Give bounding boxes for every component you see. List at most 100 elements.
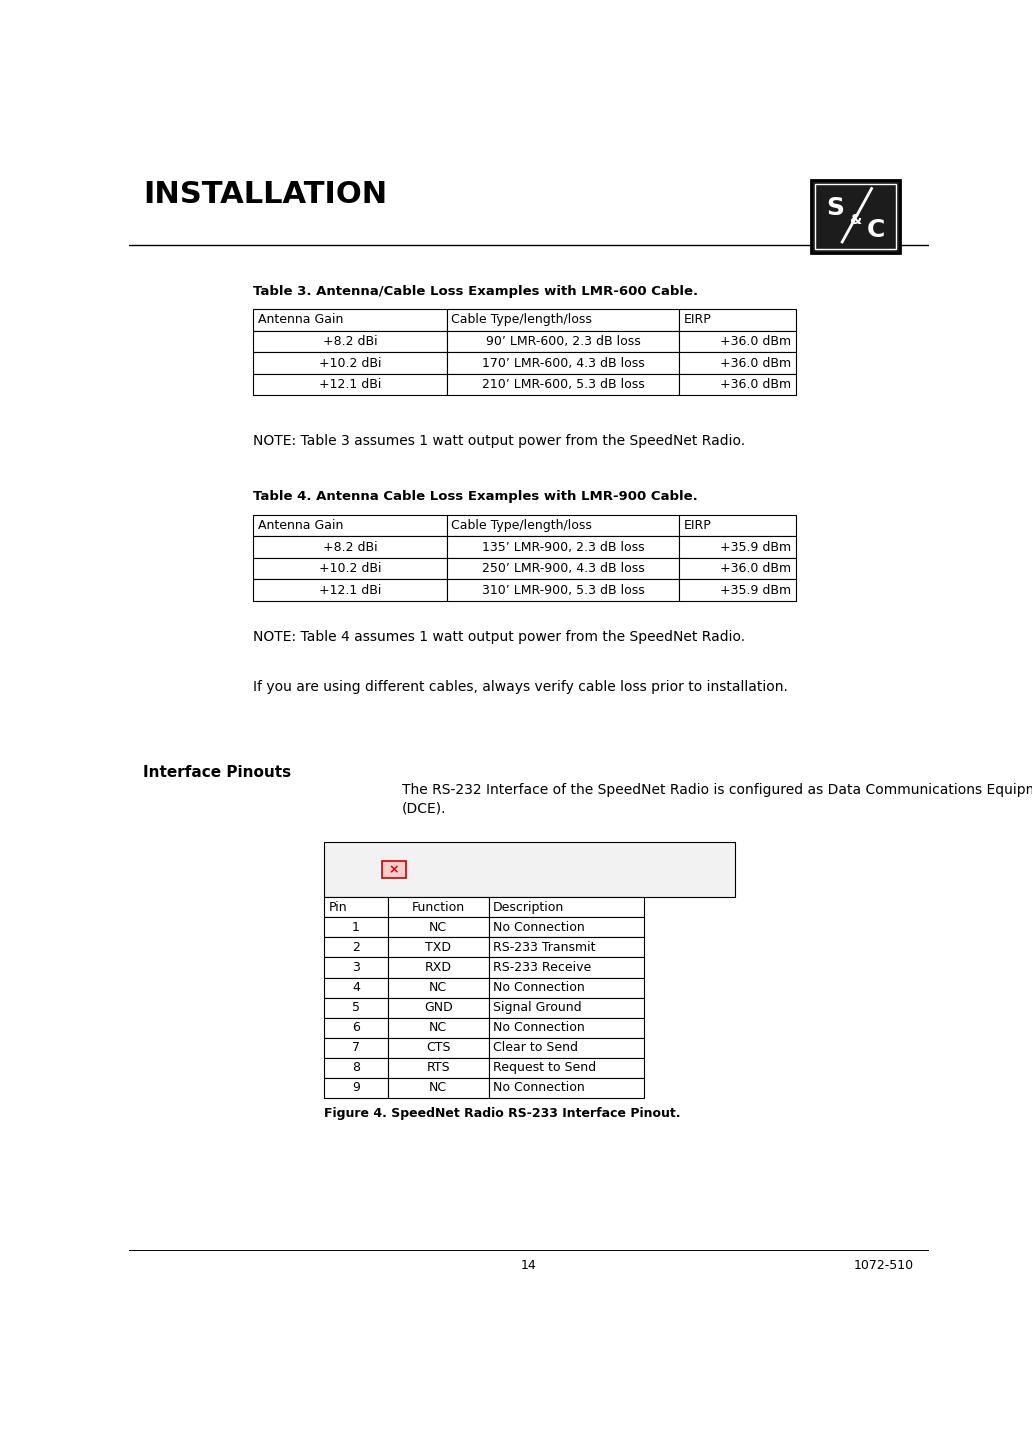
Text: Table 4. Antenna Cable Loss Examples with LMR-900 Cable.: Table 4. Antenna Cable Loss Examples wit… <box>253 490 698 503</box>
Text: 5: 5 <box>352 1001 360 1014</box>
Bar <box>447 353 679 374</box>
Text: 4: 4 <box>352 981 360 994</box>
Text: &: & <box>849 214 862 227</box>
Bar <box>388 998 488 1018</box>
Text: TXD: TXD <box>425 941 451 954</box>
Text: +36.0 dBm: +36.0 dBm <box>719 379 791 391</box>
Text: +10.2 dBi: +10.2 dBi <box>319 357 381 370</box>
Bar <box>388 1038 488 1058</box>
Bar <box>324 1077 388 1097</box>
Text: 3: 3 <box>352 961 360 974</box>
Bar <box>253 536 447 558</box>
Bar <box>679 310 796 331</box>
Text: CTS: CTS <box>426 1041 451 1054</box>
Text: EIRP: EIRP <box>684 314 712 327</box>
Text: No Connection: No Connection <box>493 981 585 994</box>
Bar <box>447 536 679 558</box>
Bar <box>679 374 796 396</box>
Bar <box>324 938 388 958</box>
Text: 7: 7 <box>352 1041 360 1054</box>
Bar <box>253 558 447 579</box>
Text: NC: NC <box>429 1021 447 1034</box>
Bar <box>679 558 796 579</box>
Text: C: C <box>867 218 885 241</box>
Text: The RS-232 Interface of the SpeedNet Radio is configured as Data Communications : The RS-232 Interface of the SpeedNet Rad… <box>401 783 1032 815</box>
Bar <box>488 1018 644 1038</box>
Bar <box>253 310 447 331</box>
Text: Antenna Gain: Antenna Gain <box>258 519 343 532</box>
Text: +36.0 dBm: +36.0 dBm <box>719 357 791 370</box>
Text: RS-233 Transmit: RS-233 Transmit <box>493 941 595 954</box>
Text: NOTE: Table 4 assumes 1 watt output power from the SpeedNet Radio.: NOTE: Table 4 assumes 1 watt output powe… <box>253 630 745 644</box>
Text: 310’ LMR-900, 5.3 dB loss: 310’ LMR-900, 5.3 dB loss <box>482 584 644 597</box>
Text: Pin: Pin <box>329 901 348 913</box>
Text: NOTE: Table 3 assumes 1 watt output power from the SpeedNet Radio.: NOTE: Table 3 assumes 1 watt output powe… <box>253 435 745 447</box>
Bar <box>253 353 447 374</box>
Text: RTS: RTS <box>426 1061 450 1074</box>
Bar <box>447 558 679 579</box>
Text: +10.2 dBi: +10.2 dBi <box>319 562 381 575</box>
Bar <box>383 862 406 878</box>
Text: +35.9 dBm: +35.9 dBm <box>719 584 791 597</box>
Bar <box>388 958 488 978</box>
Bar <box>253 579 447 601</box>
Bar <box>253 331 447 353</box>
Bar <box>679 579 796 601</box>
Bar <box>388 898 488 918</box>
Bar <box>488 1077 644 1097</box>
Text: 135’ LMR-900, 2.3 dB loss: 135’ LMR-900, 2.3 dB loss <box>482 541 644 554</box>
Text: S: S <box>826 195 844 219</box>
Text: No Connection: No Connection <box>493 921 585 934</box>
Text: 170’ LMR-600, 4.3 dB loss: 170’ LMR-600, 4.3 dB loss <box>482 357 644 370</box>
Text: RS-233 Receive: RS-233 Receive <box>493 961 591 974</box>
Text: 8: 8 <box>352 1061 360 1074</box>
Text: +8.2 dBi: +8.2 dBi <box>323 541 377 554</box>
Text: INSTALLATION: INSTALLATION <box>143 179 387 209</box>
Text: No Connection: No Connection <box>493 1021 585 1034</box>
Text: +12.1 dBi: +12.1 dBi <box>319 379 381 391</box>
Text: 2: 2 <box>352 941 360 954</box>
Text: EIRP: EIRP <box>684 519 712 532</box>
Bar <box>679 331 796 353</box>
Text: 6: 6 <box>352 1021 360 1034</box>
Bar <box>488 958 644 978</box>
Text: RXD: RXD <box>425 961 452 974</box>
Bar <box>811 179 900 252</box>
Bar <box>388 1058 488 1077</box>
Text: +36.0 dBm: +36.0 dBm <box>719 336 791 348</box>
Text: Cable Type/length/loss: Cable Type/length/loss <box>451 519 592 532</box>
Bar <box>447 331 679 353</box>
Text: Clear to Send: Clear to Send <box>493 1041 578 1054</box>
Text: 90’ LMR-600, 2.3 dB loss: 90’ LMR-600, 2.3 dB loss <box>486 336 641 348</box>
Bar <box>388 918 488 938</box>
Text: 1: 1 <box>352 921 360 934</box>
Bar <box>679 515 796 536</box>
Text: 250’ LMR-900, 4.3 dB loss: 250’ LMR-900, 4.3 dB loss <box>482 562 644 575</box>
Bar <box>388 978 488 998</box>
Bar <box>679 353 796 374</box>
Text: Figure 4. SpeedNet Radio RS-233 Interface Pinout.: Figure 4. SpeedNet Radio RS-233 Interfac… <box>324 1107 681 1120</box>
Text: 14: 14 <box>521 1259 537 1272</box>
Text: Antenna Gain: Antenna Gain <box>258 314 343 327</box>
Bar <box>324 898 388 918</box>
Bar <box>815 184 896 250</box>
Bar <box>488 1038 644 1058</box>
Text: Cable Type/length/loss: Cable Type/length/loss <box>451 314 592 327</box>
Text: NC: NC <box>429 981 447 994</box>
Bar <box>447 579 679 601</box>
Bar <box>253 374 447 396</box>
Text: Interface Pinouts: Interface Pinouts <box>143 764 291 780</box>
Bar <box>388 1077 488 1097</box>
Bar <box>488 1058 644 1077</box>
Bar <box>388 938 488 958</box>
Bar <box>388 1018 488 1038</box>
Bar <box>324 1058 388 1077</box>
Text: Description: Description <box>493 901 565 913</box>
Bar <box>488 938 644 958</box>
Text: If you are using different cables, always verify cable loss prior to installatio: If you are using different cables, alway… <box>253 680 787 694</box>
Text: +12.1 dBi: +12.1 dBi <box>319 584 381 597</box>
Text: Function: Function <box>412 901 464 913</box>
Text: GND: GND <box>424 1001 453 1014</box>
Bar <box>324 918 388 938</box>
Text: 9: 9 <box>352 1081 360 1094</box>
